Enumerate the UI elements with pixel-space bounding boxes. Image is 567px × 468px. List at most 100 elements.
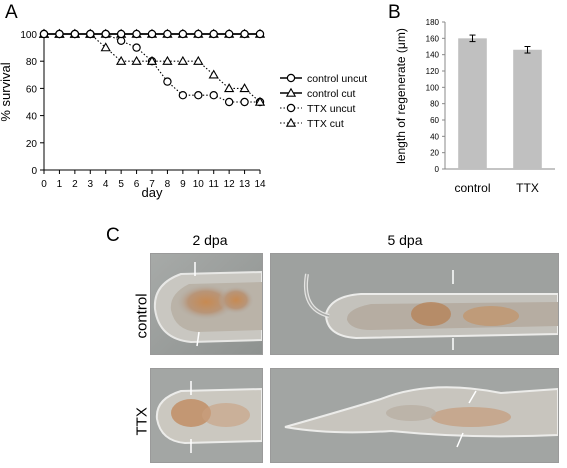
y-tick-label: 0 (31, 166, 37, 177)
x-tick-label: 4 (103, 179, 109, 190)
panel-b-label: B (388, 2, 401, 23)
y-tick-label: 160 (426, 34, 440, 43)
row-label-control: control (133, 293, 151, 339)
panel-c-label: C (106, 225, 120, 246)
x-tick-label: 12 (224, 179, 236, 190)
legend-label: control uncut (307, 73, 367, 85)
data-point (208, 69, 219, 79)
column-header-5dpa: 5 dpa (387, 232, 423, 248)
legend-marker (285, 117, 297, 127)
micrograph-control-2dpa (150, 253, 263, 355)
data-point (178, 29, 188, 39)
y-axis-label: length of regenerate (μm) (394, 28, 408, 164)
x-tick-label: 7 (149, 179, 155, 190)
legend-marker (285, 87, 297, 97)
y-tick-label: 40 (430, 132, 439, 141)
column-header-2dpa: 2 dpa (192, 232, 228, 248)
data-point (162, 55, 173, 65)
data-point (55, 29, 64, 39)
data-point (224, 97, 234, 107)
x-tick-label: 5 (118, 179, 124, 190)
y-tick-label: 180 (426, 18, 440, 27)
y-tick-label: 20 (430, 149, 439, 158)
y-tick-label: 20 (26, 139, 38, 150)
category-label: control (454, 181, 490, 195)
data-point (194, 90, 203, 100)
data-point (147, 29, 157, 39)
survival-chart: % survival day 0204060801000123456789101… (0, 28, 367, 200)
data-point (255, 29, 265, 39)
series-control-uncut (39, 29, 265, 39)
x-tick-label: 0 (41, 179, 47, 190)
regenerate-length-chart: length of regenerate (μm) 0 20 40 60 80 100 12… (394, 18, 555, 195)
data-point (254, 96, 266, 106)
x-axis-label: day (142, 185, 163, 200)
data-point (146, 55, 158, 65)
micrograph-ttx-2dpa (150, 368, 263, 463)
y-tick-label: 60 (430, 116, 439, 125)
data-point (115, 55, 127, 65)
x-tick-label: 2 (72, 179, 78, 190)
x-tick-label: 9 (180, 179, 186, 190)
legend-label: TTX uncut (307, 103, 356, 115)
series-ttx-uncut (39, 29, 265, 107)
x-tick-label: 6 (134, 179, 140, 190)
legend-entry: control uncut (280, 73, 367, 85)
data-point (224, 29, 234, 39)
legend-entry: control cut (280, 87, 356, 100)
legend-entry: TTX cut (280, 117, 344, 130)
legend-label: control cut (307, 88, 356, 100)
data-point (116, 29, 126, 39)
bar-ttx (513, 49, 542, 170)
data-point (194, 29, 203, 39)
bar-control (458, 38, 487, 170)
data-point (163, 29, 172, 39)
data-point (100, 42, 111, 52)
y-axis-label: % survival (0, 62, 13, 121)
data-point (240, 29, 249, 39)
legend-label: TTX cut (307, 118, 344, 130)
data-point (193, 55, 204, 65)
x-tick-label: 11 (209, 179, 220, 190)
y-tick-label: 60 (26, 84, 38, 95)
data-point (101, 29, 110, 39)
data-point (209, 90, 218, 100)
data-point (223, 83, 235, 93)
data-point (86, 29, 95, 39)
x-tick-label: 10 (193, 179, 205, 190)
data-point (240, 97, 249, 107)
data-point (209, 29, 218, 39)
data-point (239, 83, 250, 93)
y-tick-label: 80 (430, 100, 439, 109)
data-point (116, 36, 126, 46)
micrograph-ttx-5dpa (270, 368, 559, 463)
data-point (177, 55, 189, 65)
data-point (131, 55, 142, 65)
panel-a-label: A (5, 2, 18, 23)
y-tick-label: 120 (426, 67, 440, 76)
x-tick-label: 13 (239, 179, 251, 190)
data-point (132, 43, 141, 52)
legend-entry: TTX uncut (280, 103, 356, 115)
x-tick-label: 14 (254, 179, 266, 190)
x-tick-label: 3 (88, 179, 94, 190)
data-point (39, 29, 49, 39)
y-tick-label: 40 (26, 112, 38, 123)
y-tick-label: 100 (426, 83, 440, 92)
y-tick-label: 0 (435, 165, 440, 174)
legend-marker (286, 73, 296, 83)
series-ttx-cut (38, 28, 266, 106)
category-label: TTX (516, 181, 539, 195)
data-point (163, 77, 172, 86)
y-tick-label: 100 (20, 30, 37, 41)
row-label-ttx: TTX (133, 407, 151, 436)
y-tick-label: 80 (26, 57, 38, 68)
data-point (178, 90, 188, 100)
x-tick-label: 8 (165, 179, 171, 190)
legend-marker (286, 103, 296, 113)
y-tick-label: 140 (426, 51, 440, 60)
data-point (132, 29, 141, 39)
x-tick-label: 1 (57, 179, 63, 190)
micrograph-control-5dpa (270, 253, 559, 355)
data-point (70, 29, 80, 39)
